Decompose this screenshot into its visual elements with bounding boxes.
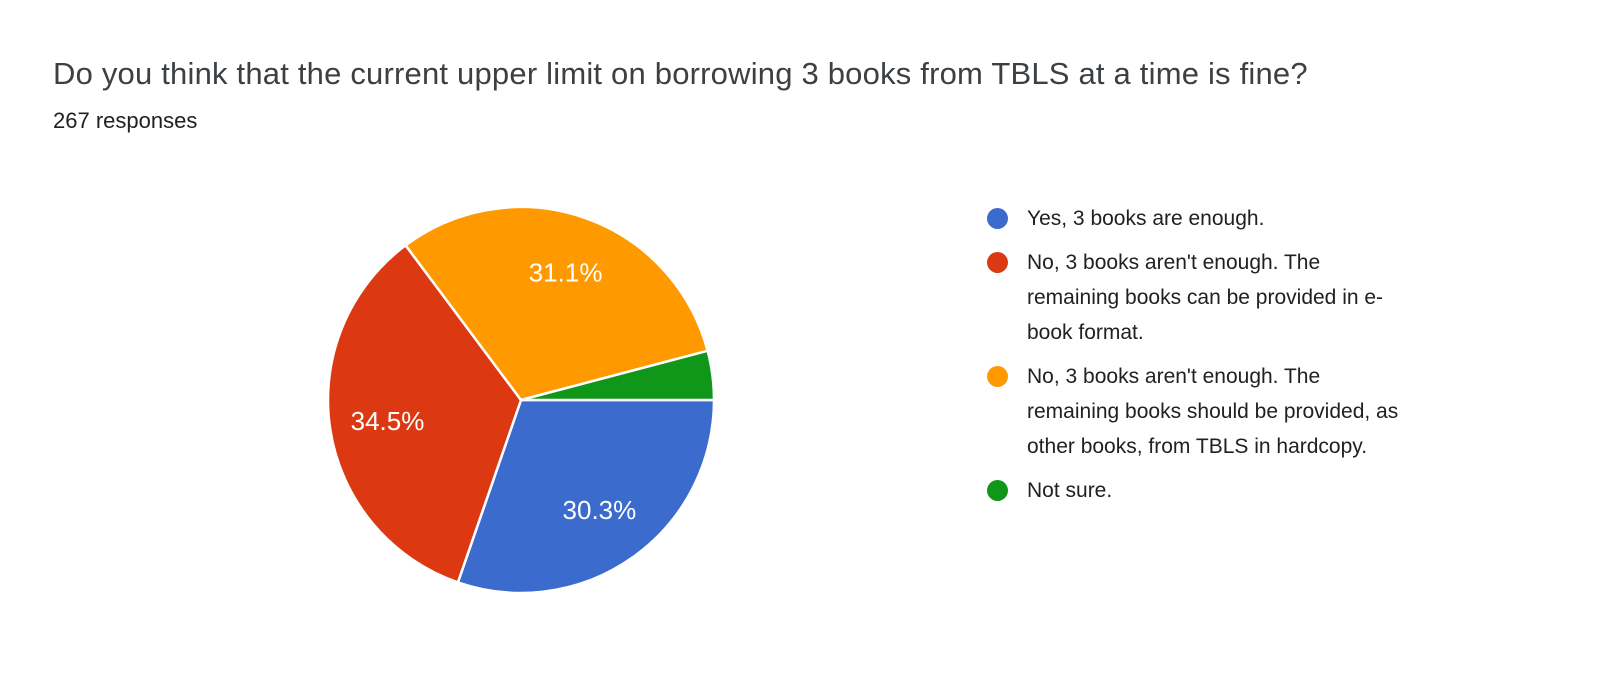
legend-color-dot bbox=[987, 208, 1008, 229]
responses-count: 267 responses bbox=[53, 108, 198, 133]
legend-label: Not sure. bbox=[1027, 479, 1113, 502]
legend-label: Yes, 3 books are enough. bbox=[1027, 207, 1265, 230]
pie-slice[interactable] bbox=[326, 244, 523, 584]
pie-slice-label: 30.3% bbox=[563, 495, 637, 525]
chart-legend: Yes, 3 books are enough. No, 3 books aren… bbox=[987, 201, 1492, 517]
pie-slice[interactable] bbox=[519, 349, 716, 402]
legend-color-dot bbox=[987, 480, 1008, 501]
legend-label: No, 3 books aren't enough. The remaining… bbox=[1027, 365, 1399, 458]
legend-color-dot bbox=[987, 252, 1008, 273]
question-title: Do you think that the current upper limi… bbox=[53, 56, 1308, 91]
pie-slice-label: 31.1% bbox=[529, 258, 603, 288]
legend-item: No, 3 books aren't enough. The remaining… bbox=[987, 359, 1492, 464]
pie-slice[interactable] bbox=[456, 398, 716, 595]
pie-slice-label: 34.5% bbox=[351, 406, 425, 436]
legend-label: No, 3 books aren't enough. The remaining… bbox=[1027, 251, 1384, 344]
legend-item: No, 3 books aren't enough. The remaining… bbox=[987, 245, 1492, 350]
pie-chart: 30.3% 34.5% 31.1% bbox=[326, 205, 716, 595]
legend-color-dot bbox=[987, 366, 1008, 387]
pie-slice[interactable] bbox=[404, 205, 709, 402]
legend-item: Yes, 3 books are enough. bbox=[987, 201, 1492, 236]
legend-item: Not sure. bbox=[987, 473, 1492, 508]
pie-chart-area: 30.3% 34.5% 31.1% bbox=[325, 204, 717, 596]
